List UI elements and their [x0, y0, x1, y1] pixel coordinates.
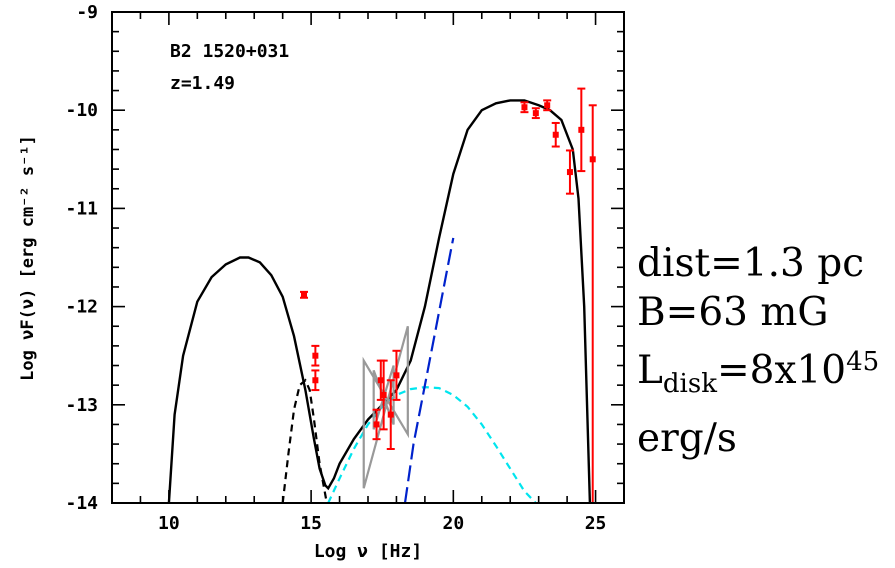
data-point — [565, 149, 574, 195]
ldisk-prefix: L — [637, 348, 663, 393]
y-tick-label: -11 — [65, 198, 98, 219]
annotation-unit: erg/s — [637, 416, 737, 461]
x-tick-label: 20 — [442, 513, 464, 534]
curve-SSC — [327, 385, 537, 504]
x-tick-label: 25 — [585, 513, 607, 534]
curve-total-model — [167, 99, 592, 504]
y-tick-label: -10 — [65, 100, 98, 121]
x-tick-label: 15 — [300, 513, 322, 534]
data-point — [543, 99, 552, 112]
x-tick-labels: 10 15 20 25 — [158, 513, 606, 534]
data-point — [311, 344, 320, 367]
data-point — [379, 359, 388, 431]
y-tick-label: -14 — [65, 493, 98, 514]
data-point — [520, 101, 529, 114]
y-tick-labels: -9 -10 -11 -12 -13 -14 — [65, 2, 98, 514]
y-axis-label: Log νF(ν) [erg cm⁻² s⁻¹] — [18, 135, 38, 381]
data-point — [386, 379, 395, 450]
axis-ticks — [111, 11, 625, 504]
data-points — [300, 87, 597, 503]
data-point — [531, 107, 540, 120]
annotation-magnetic-field: B=63 mG — [637, 290, 829, 335]
y-tick-label: -13 — [65, 395, 98, 416]
curve-external-Compton — [403, 237, 455, 504]
model-curves — [167, 99, 592, 504]
data-point — [392, 349, 401, 401]
ldisk-exponent: 45 — [846, 347, 880, 377]
data-point — [300, 290, 308, 299]
ldisk-subscript: disk — [662, 369, 717, 399]
xray-bowties — [362, 325, 409, 489]
y-tick-label: -9 — [76, 2, 98, 23]
annotation-distance: dist=1.3 pc — [637, 241, 865, 286]
data-point — [577, 87, 586, 173]
annotation-disk-luminosity: Ldisk=8x1045 — [637, 348, 879, 397]
data-point — [551, 121, 560, 148]
y-tick-label: -12 — [65, 297, 98, 318]
redshift-label: z=1.49 — [170, 73, 235, 94]
xray-bowtie — [362, 325, 409, 489]
data-point — [588, 104, 597, 503]
sed-plot: 10 15 20 25 -9 -10 -11 -12 -13 -14 B2 1520+031 z… — [18, 2, 625, 562]
data-point — [372, 408, 381, 441]
source-name: B2 1520+031 — [170, 41, 289, 62]
curve-accretion-disk — [281, 378, 328, 504]
x-tick-label: 10 — [158, 513, 180, 534]
x-axis-label: Log ν [Hz] — [314, 541, 422, 562]
ldisk-mid: =8x10 — [716, 348, 847, 393]
data-point — [311, 369, 320, 392]
